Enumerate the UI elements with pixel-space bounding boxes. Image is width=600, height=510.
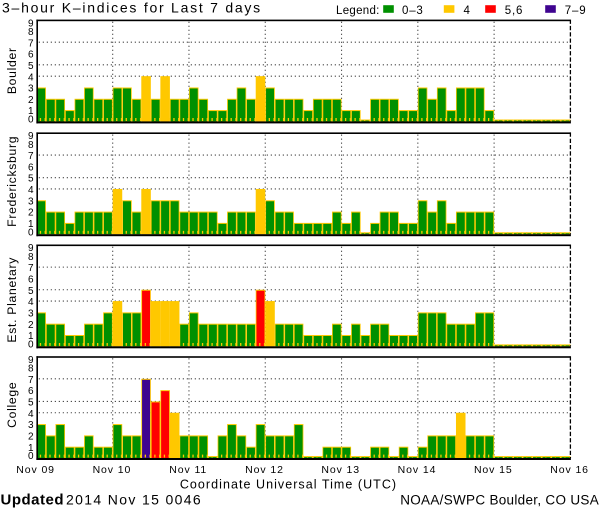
svg-text:1: 1 — [28, 219, 34, 230]
svg-text:3: 3 — [28, 84, 34, 95]
svg-text:4: 4 — [28, 185, 34, 196]
svg-text:1: 1 — [28, 331, 34, 342]
svg-text:Nov 10: Nov 10 — [93, 464, 132, 476]
svg-text:5: 5 — [28, 286, 34, 297]
svg-text:Nov 15: Nov 15 — [474, 464, 513, 476]
svg-text:5,6: 5,6 — [505, 5, 523, 17]
svg-text:8: 8 — [28, 140, 34, 151]
svg-text:9: 9 — [28, 355, 34, 366]
svg-text:3: 3 — [28, 196, 34, 207]
svg-text:Legend:: Legend: — [336, 5, 380, 17]
svg-text:NOAA/SWPC Boulder, CO USA: NOAA/SWPC Boulder, CO USA — [400, 492, 599, 507]
svg-text:6: 6 — [28, 162, 34, 173]
svg-text:2: 2 — [28, 320, 34, 331]
svg-text:9: 9 — [28, 18, 34, 29]
svg-text:0: 0 — [28, 451, 34, 462]
svg-text:3: 3 — [28, 420, 34, 431]
svg-text:7–9: 7–9 — [565, 5, 587, 17]
svg-text:7: 7 — [28, 151, 34, 162]
svg-text:4: 4 — [28, 409, 34, 420]
svg-text:2: 2 — [28, 431, 34, 442]
svg-text:6: 6 — [28, 386, 34, 397]
svg-text:Nov 14: Nov 14 — [398, 464, 437, 476]
svg-text:6: 6 — [28, 50, 34, 61]
svg-text:Nov 09: Nov 09 — [16, 464, 55, 476]
svg-text:Nov 12: Nov 12 — [245, 464, 284, 476]
svg-text:5: 5 — [28, 398, 34, 409]
svg-text:1: 1 — [28, 443, 34, 454]
svg-text:3: 3 — [28, 308, 34, 319]
svg-text:7: 7 — [28, 38, 34, 49]
svg-text:College: College — [5, 382, 19, 428]
svg-text:Nov 13: Nov 13 — [321, 464, 360, 476]
svg-text:8: 8 — [28, 364, 34, 375]
svg-text:4: 4 — [28, 72, 34, 83]
svg-text:Nov 11: Nov 11 — [169, 464, 207, 476]
svg-text:5: 5 — [28, 174, 34, 185]
svg-text:Coordinate Universal Time (UTC: Coordinate Universal Time (UTC) — [180, 477, 397, 491]
svg-text:8: 8 — [28, 252, 34, 263]
svg-text:8: 8 — [28, 27, 34, 38]
svg-text:0: 0 — [28, 339, 34, 350]
svg-text:4: 4 — [464, 5, 471, 17]
svg-text:Boulder: Boulder — [5, 47, 19, 94]
svg-text:2: 2 — [28, 208, 34, 219]
svg-text:0–3: 0–3 — [402, 5, 424, 17]
svg-text:4: 4 — [28, 297, 34, 308]
svg-text:6: 6 — [28, 275, 34, 286]
svg-text:1: 1 — [28, 106, 34, 117]
svg-text:7: 7 — [28, 375, 34, 386]
svg-text:7: 7 — [28, 263, 34, 274]
svg-text:2: 2 — [28, 95, 34, 106]
svg-text:0: 0 — [28, 227, 34, 238]
svg-text:9: 9 — [28, 243, 34, 254]
svg-text:Updated: Updated — [1, 491, 65, 508]
svg-text:0: 0 — [28, 115, 34, 126]
svg-text:5: 5 — [28, 61, 34, 72]
svg-text:Nov 16: Nov 16 — [550, 464, 589, 476]
svg-text:2014 Nov 15 0046: 2014 Nov 15 0046 — [66, 492, 202, 508]
svg-text:9: 9 — [28, 131, 34, 142]
svg-text:Est. Planetary: Est. Planetary — [5, 257, 19, 343]
svg-text:3–hour K–indices for Last 7 da: 3–hour K–indices for Last 7 days — [2, 0, 262, 15]
svg-text:Fredericksburg: Fredericksburg — [5, 136, 19, 227]
